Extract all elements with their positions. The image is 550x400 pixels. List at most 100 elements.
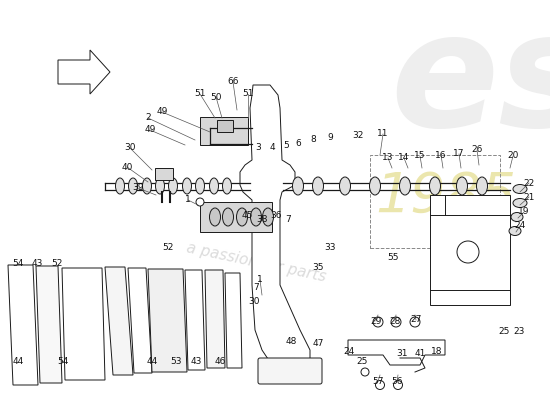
Ellipse shape (262, 208, 273, 226)
Text: 44: 44 (12, 358, 24, 366)
Text: 21: 21 (523, 192, 535, 202)
Ellipse shape (430, 177, 441, 195)
Text: 13: 13 (382, 154, 394, 162)
Text: 31: 31 (396, 348, 408, 358)
Ellipse shape (312, 177, 323, 195)
Ellipse shape (195, 178, 205, 194)
Text: 39: 39 (132, 184, 144, 192)
Text: 24: 24 (343, 346, 355, 356)
Ellipse shape (399, 177, 410, 195)
Text: 6: 6 (295, 138, 301, 148)
Ellipse shape (183, 178, 191, 194)
FancyBboxPatch shape (258, 358, 322, 384)
Text: 54: 54 (12, 258, 24, 268)
Ellipse shape (513, 184, 527, 194)
Text: 54: 54 (57, 358, 69, 366)
Text: 25: 25 (498, 326, 510, 336)
Ellipse shape (250, 208, 261, 226)
Text: 51: 51 (242, 90, 254, 98)
Ellipse shape (391, 317, 401, 327)
Text: 49: 49 (156, 108, 168, 116)
Ellipse shape (236, 208, 248, 226)
Text: 2: 2 (145, 114, 151, 122)
Text: a passion for parts: a passion for parts (185, 240, 327, 284)
Ellipse shape (370, 177, 381, 195)
Text: 33: 33 (324, 244, 336, 252)
Ellipse shape (373, 317, 383, 327)
Ellipse shape (456, 177, 468, 195)
Text: 51: 51 (194, 90, 206, 98)
Polygon shape (105, 267, 133, 375)
Ellipse shape (361, 368, 369, 376)
Ellipse shape (116, 178, 124, 194)
Text: es: es (390, 5, 550, 160)
Text: 4: 4 (269, 144, 275, 152)
Text: 52: 52 (162, 244, 174, 252)
Ellipse shape (210, 178, 218, 194)
Polygon shape (148, 269, 187, 372)
Text: 45: 45 (241, 210, 252, 220)
Polygon shape (58, 50, 110, 94)
Ellipse shape (223, 178, 232, 194)
Text: 47: 47 (312, 340, 324, 348)
Ellipse shape (210, 208, 221, 226)
Text: 53: 53 (170, 358, 182, 366)
Text: 27: 27 (410, 316, 422, 324)
Ellipse shape (457, 241, 479, 263)
Text: 8: 8 (310, 136, 316, 144)
Ellipse shape (223, 208, 234, 226)
Ellipse shape (156, 178, 164, 194)
Text: 1985: 1985 (375, 170, 516, 223)
Bar (217, 120, 233, 132)
Text: 3: 3 (255, 144, 261, 152)
Polygon shape (185, 270, 205, 370)
Polygon shape (240, 85, 310, 362)
Ellipse shape (393, 380, 403, 390)
Text: 41: 41 (414, 348, 426, 358)
Text: 7: 7 (253, 284, 259, 292)
Text: 55: 55 (387, 254, 399, 262)
Ellipse shape (339, 177, 350, 195)
Text: 44: 44 (146, 358, 158, 366)
Text: 36: 36 (270, 212, 282, 220)
Text: 11: 11 (377, 130, 389, 138)
Text: 16: 16 (435, 150, 447, 160)
Text: 32: 32 (353, 132, 364, 140)
Text: 40: 40 (122, 162, 133, 172)
Text: 66: 66 (227, 78, 239, 86)
Text: 19: 19 (518, 208, 530, 216)
Text: 1: 1 (185, 196, 191, 204)
Text: 35: 35 (312, 264, 324, 272)
Text: 49: 49 (144, 126, 156, 134)
Text: 29: 29 (370, 316, 382, 326)
Text: 52: 52 (51, 258, 63, 268)
Text: 48: 48 (285, 336, 296, 346)
Polygon shape (128, 268, 152, 373)
Text: 30: 30 (248, 298, 260, 306)
Ellipse shape (129, 178, 138, 194)
Polygon shape (348, 340, 445, 365)
Bar (200, 202, 272, 232)
Text: 57: 57 (372, 376, 384, 386)
Ellipse shape (196, 198, 204, 206)
Text: 18: 18 (431, 346, 443, 356)
Text: 23: 23 (513, 326, 525, 336)
Text: 5: 5 (283, 142, 289, 150)
Polygon shape (62, 268, 105, 380)
Text: 24: 24 (514, 222, 526, 230)
Text: 56: 56 (391, 376, 403, 386)
Text: 25: 25 (356, 358, 368, 366)
Polygon shape (8, 265, 38, 385)
Text: 14: 14 (398, 154, 410, 162)
Bar (200, 117, 248, 145)
Text: 9: 9 (327, 134, 333, 142)
Ellipse shape (376, 380, 384, 390)
Text: 38: 38 (256, 214, 268, 224)
Bar (155, 168, 173, 180)
Text: 46: 46 (214, 358, 225, 366)
Text: 22: 22 (524, 178, 535, 188)
Text: 7: 7 (285, 216, 291, 224)
Ellipse shape (293, 177, 304, 195)
Ellipse shape (476, 177, 487, 195)
Text: 50: 50 (210, 92, 222, 102)
